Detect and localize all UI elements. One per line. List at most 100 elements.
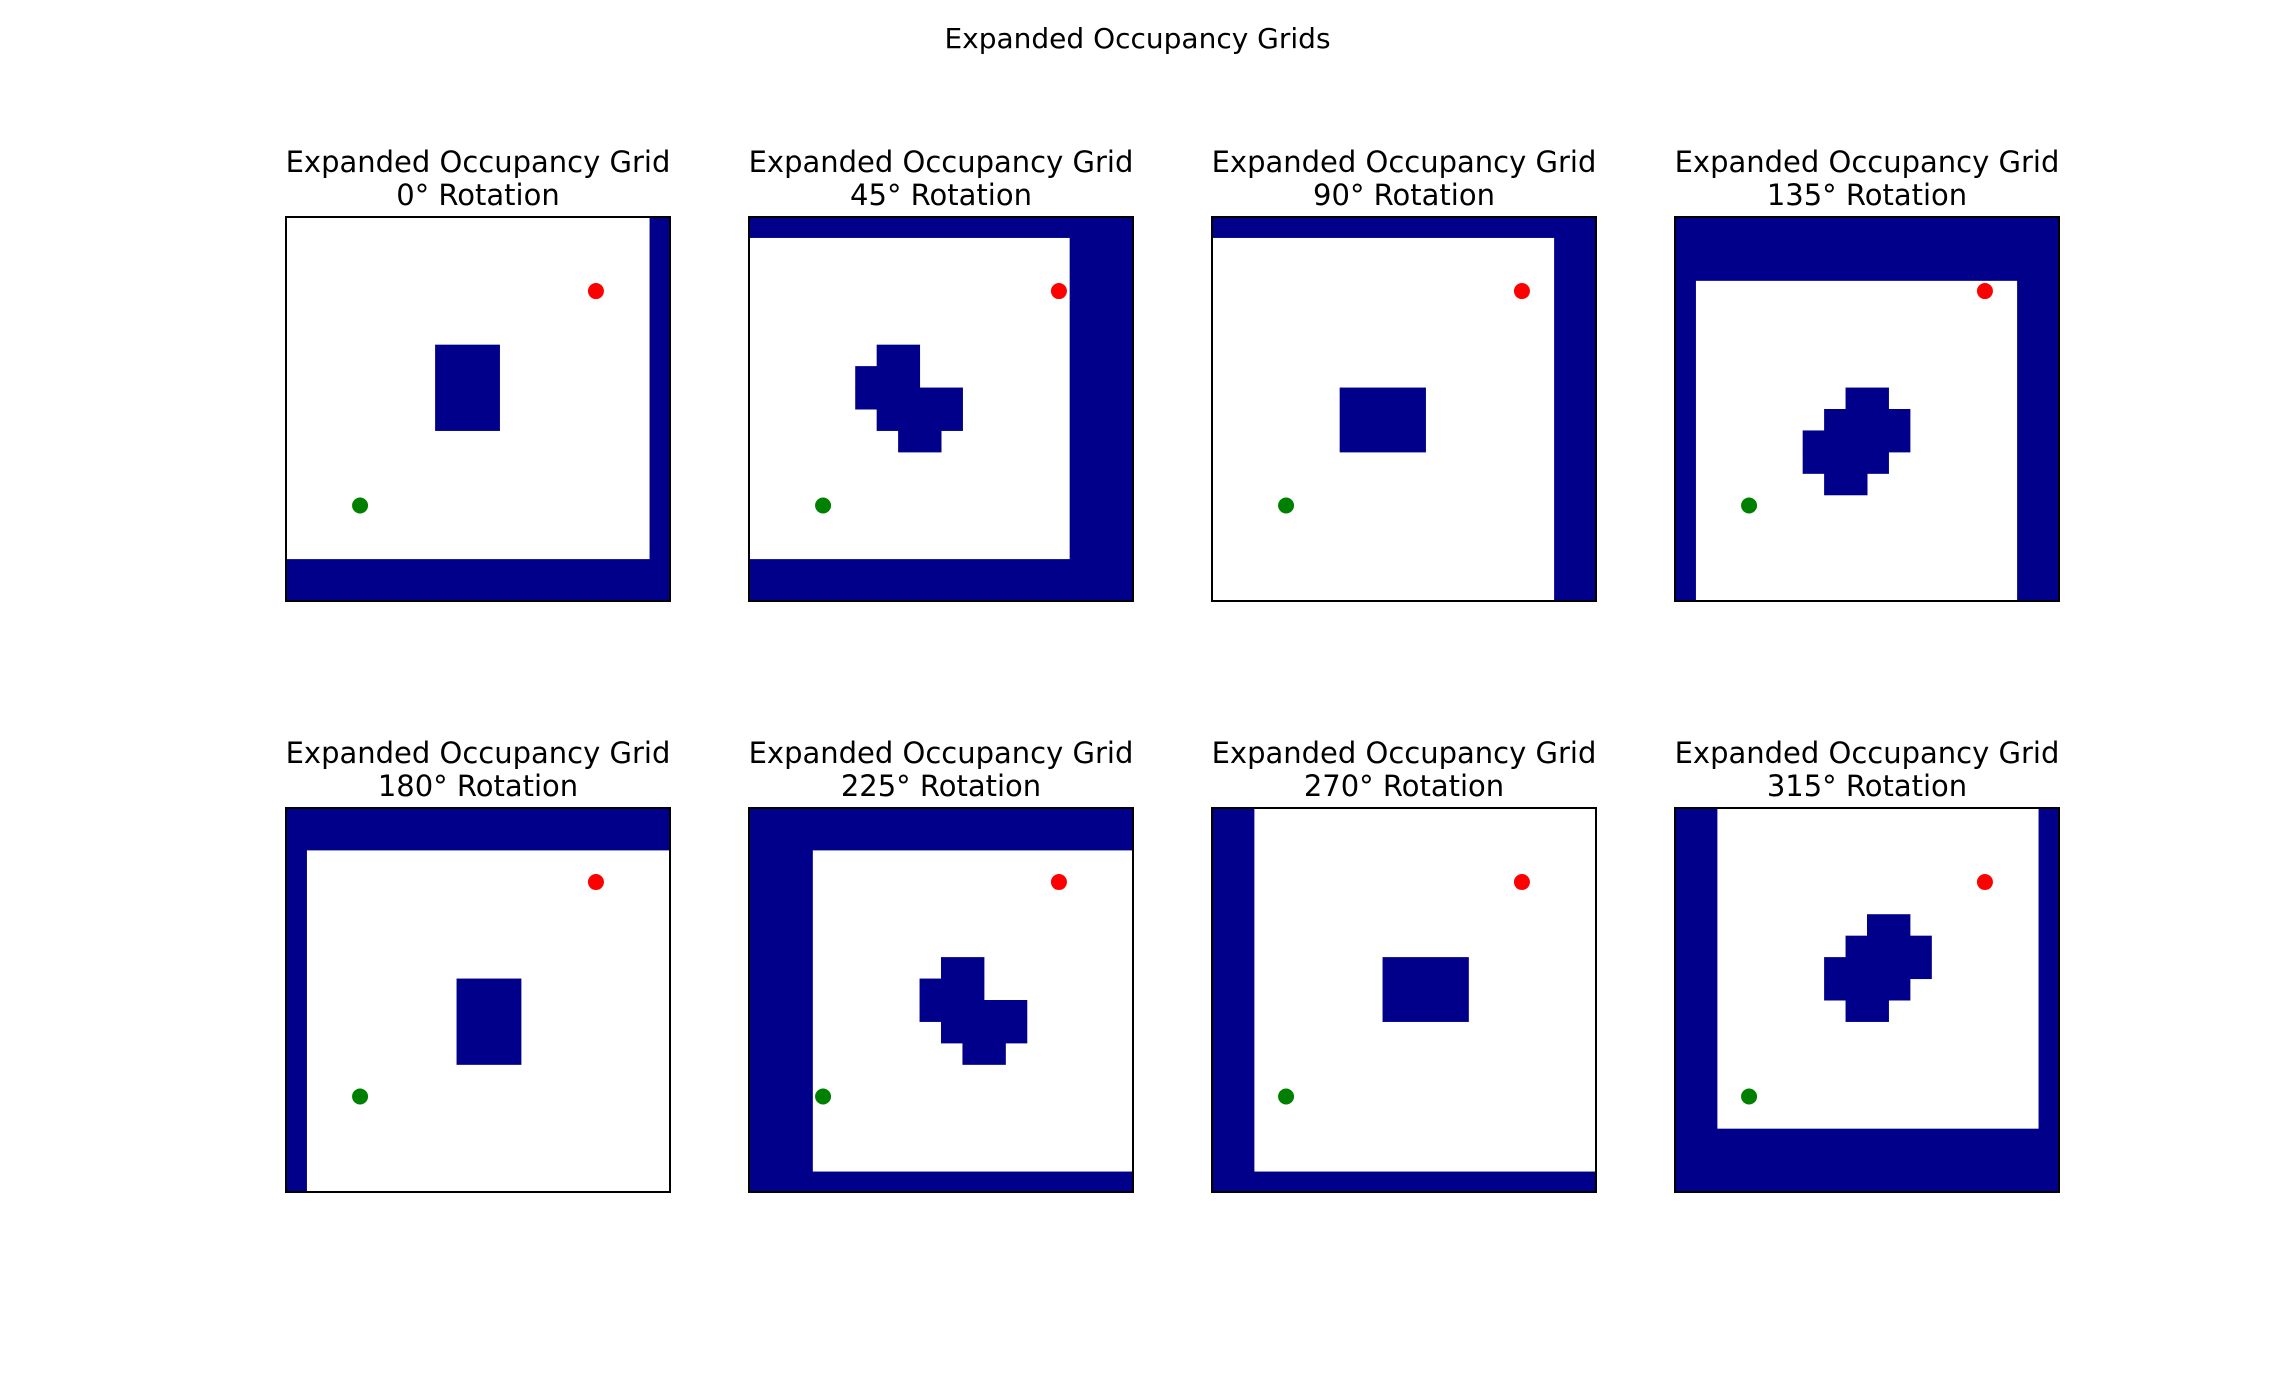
start-point [1741, 1088, 1758, 1105]
occupancy-grid-axes [748, 807, 1134, 1193]
occupied-cells [1211, 216, 1597, 238]
occupied-cells [748, 559, 1134, 602]
subplot-1: Expanded Occupancy Grid 45° Rotation [748, 146, 1134, 602]
occupied-cells [876, 409, 963, 431]
occupied-cells [1069, 237, 1134, 602]
occupancy-grid-axes [1211, 807, 1597, 1193]
occupied-cells [812, 1171, 1134, 1193]
occupied-cells [1339, 387, 1426, 453]
subplot-title: Expanded Occupancy Grid 225° Rotation [748, 737, 1134, 803]
axes-frame [1211, 807, 1597, 1193]
occupied-cells [919, 978, 985, 1001]
start-point [352, 1088, 369, 1105]
subplot-title-line1: Expanded Occupancy Grid [1674, 736, 2060, 770]
subplot-title-line1: Expanded Occupancy Grid [1674, 145, 2060, 179]
goal-point [587, 874, 604, 891]
occupied-cells [1211, 807, 1255, 1193]
subplot-title-line1: Expanded Occupancy Grid [285, 736, 671, 770]
occupied-cells [456, 978, 522, 1065]
subplot-title-line2: 180° Rotation [377, 769, 579, 803]
subplot-title: Expanded Occupancy Grid 135° Rotation [1674, 146, 2060, 212]
occupancy-grid-axes [285, 807, 671, 1193]
goal-point [1513, 283, 1530, 300]
subplot-title: Expanded Occupancy Grid 180° Rotation [285, 737, 671, 803]
occupied-cells [748, 849, 813, 1193]
subplot-title-line2: 45° Rotation [850, 178, 1032, 212]
occupied-cells [1382, 957, 1469, 1022]
occupied-cells [1253, 1171, 1597, 1193]
subplot-2: Expanded Occupancy Grid 90° Rotation [1211, 146, 1597, 602]
subplot-7: Expanded Occupancy Grid 315° Rotation [1674, 737, 2060, 1193]
occupied-cells [1802, 451, 1889, 474]
occupancy-grid-axes [285, 216, 671, 602]
occupied-cells [1824, 473, 1868, 496]
occupied-cells [855, 387, 963, 410]
occupied-cells [876, 344, 921, 367]
goal-point [1050, 283, 1067, 300]
occupied-cells [1824, 957, 1932, 980]
occupied-cells [1674, 807, 1718, 1193]
subplot-title: Expanded Occupancy Grid 315° Rotation [1674, 737, 2060, 803]
start-point [1741, 497, 1758, 514]
axes-frame [1211, 216, 1597, 602]
subplot-title-line2: 270° Rotation [1303, 769, 1505, 803]
axes-frame [1674, 807, 2060, 1193]
start-point [352, 497, 369, 514]
subplot-3: Expanded Occupancy Grid 135° Rotation [1674, 146, 2060, 602]
goal-point [1050, 874, 1067, 891]
subplot-5: Expanded Occupancy Grid 225° Rotation [748, 737, 1134, 1193]
occupied-cells [1554, 237, 1597, 602]
axes-frame [1674, 216, 2060, 602]
occupied-cells [1674, 280, 1696, 602]
subplot-6: Expanded Occupancy Grid 270° Rotation [1211, 737, 1597, 1193]
subplot-title: Expanded Occupancy Grid 0° Rotation [285, 146, 671, 212]
occupied-cells [962, 1042, 1006, 1065]
subplot-title-line2: 0° Rotation [396, 178, 560, 212]
occupied-cells [1867, 914, 1911, 937]
axes-frame [285, 807, 671, 1193]
subplot-title: Expanded Occupancy Grid 45° Rotation [748, 146, 1134, 212]
occupied-cells [2017, 280, 2060, 602]
occupancy-grid-axes [1674, 216, 2060, 602]
axes-frame [748, 807, 1134, 1193]
subplot-title-line1: Expanded Occupancy Grid [748, 145, 1134, 179]
occupied-cells [2038, 807, 2060, 1193]
subplot-title-line1: Expanded Occupancy Grid [1211, 145, 1597, 179]
goal-point [1976, 283, 1993, 300]
occupied-cells [285, 849, 307, 1193]
subplot-title-line1: Expanded Occupancy Grid [1211, 736, 1597, 770]
occupied-cells [748, 807, 1134, 851]
subplot-title-line2: 90° Rotation [1313, 178, 1495, 212]
figure-title: Expanded Occupancy Grids [944, 22, 1331, 55]
occupied-cells [1845, 387, 1889, 410]
subplot-title-line1: Expanded Occupancy Grid [748, 736, 1134, 770]
subplot-4: Expanded Occupancy Grid 180° Rotation [285, 737, 671, 1193]
start-point [815, 497, 832, 514]
occupied-cells [941, 957, 985, 980]
subplot-title: Expanded Occupancy Grid 90° Rotation [1211, 146, 1597, 212]
occupied-cells [1845, 1000, 1889, 1022]
occupied-cells [855, 366, 921, 389]
occupancy-grid-axes [1674, 807, 2060, 1193]
goal-point [1976, 874, 1993, 891]
occupancy-grid-axes [1211, 216, 1597, 602]
start-point [1278, 497, 1295, 514]
occupied-cells [649, 216, 671, 602]
axes-frame [748, 216, 1134, 602]
subplot-title-line2: 135° Rotation [1766, 178, 1968, 212]
occupied-cells [1845, 935, 1932, 958]
occupied-cells [1802, 430, 1911, 453]
occupied-cells [919, 1000, 1028, 1022]
start-point [1278, 1088, 1295, 1105]
occupied-cells [1674, 216, 2060, 281]
subplot-title: Expanded Occupancy Grid 270° Rotation [1211, 737, 1597, 803]
subplot-0: Expanded Occupancy Grid 0° Rotation [285, 146, 671, 602]
occupied-cells [1824, 978, 1911, 1001]
axes-frame [285, 216, 671, 602]
occupied-cells [1716, 1128, 2040, 1193]
occupied-cells [285, 807, 671, 851]
occupied-cells [748, 216, 1134, 238]
subplot-title-line2: 315° Rotation [1766, 769, 1968, 803]
goal-point [1513, 874, 1530, 891]
occupied-cells [898, 430, 942, 453]
